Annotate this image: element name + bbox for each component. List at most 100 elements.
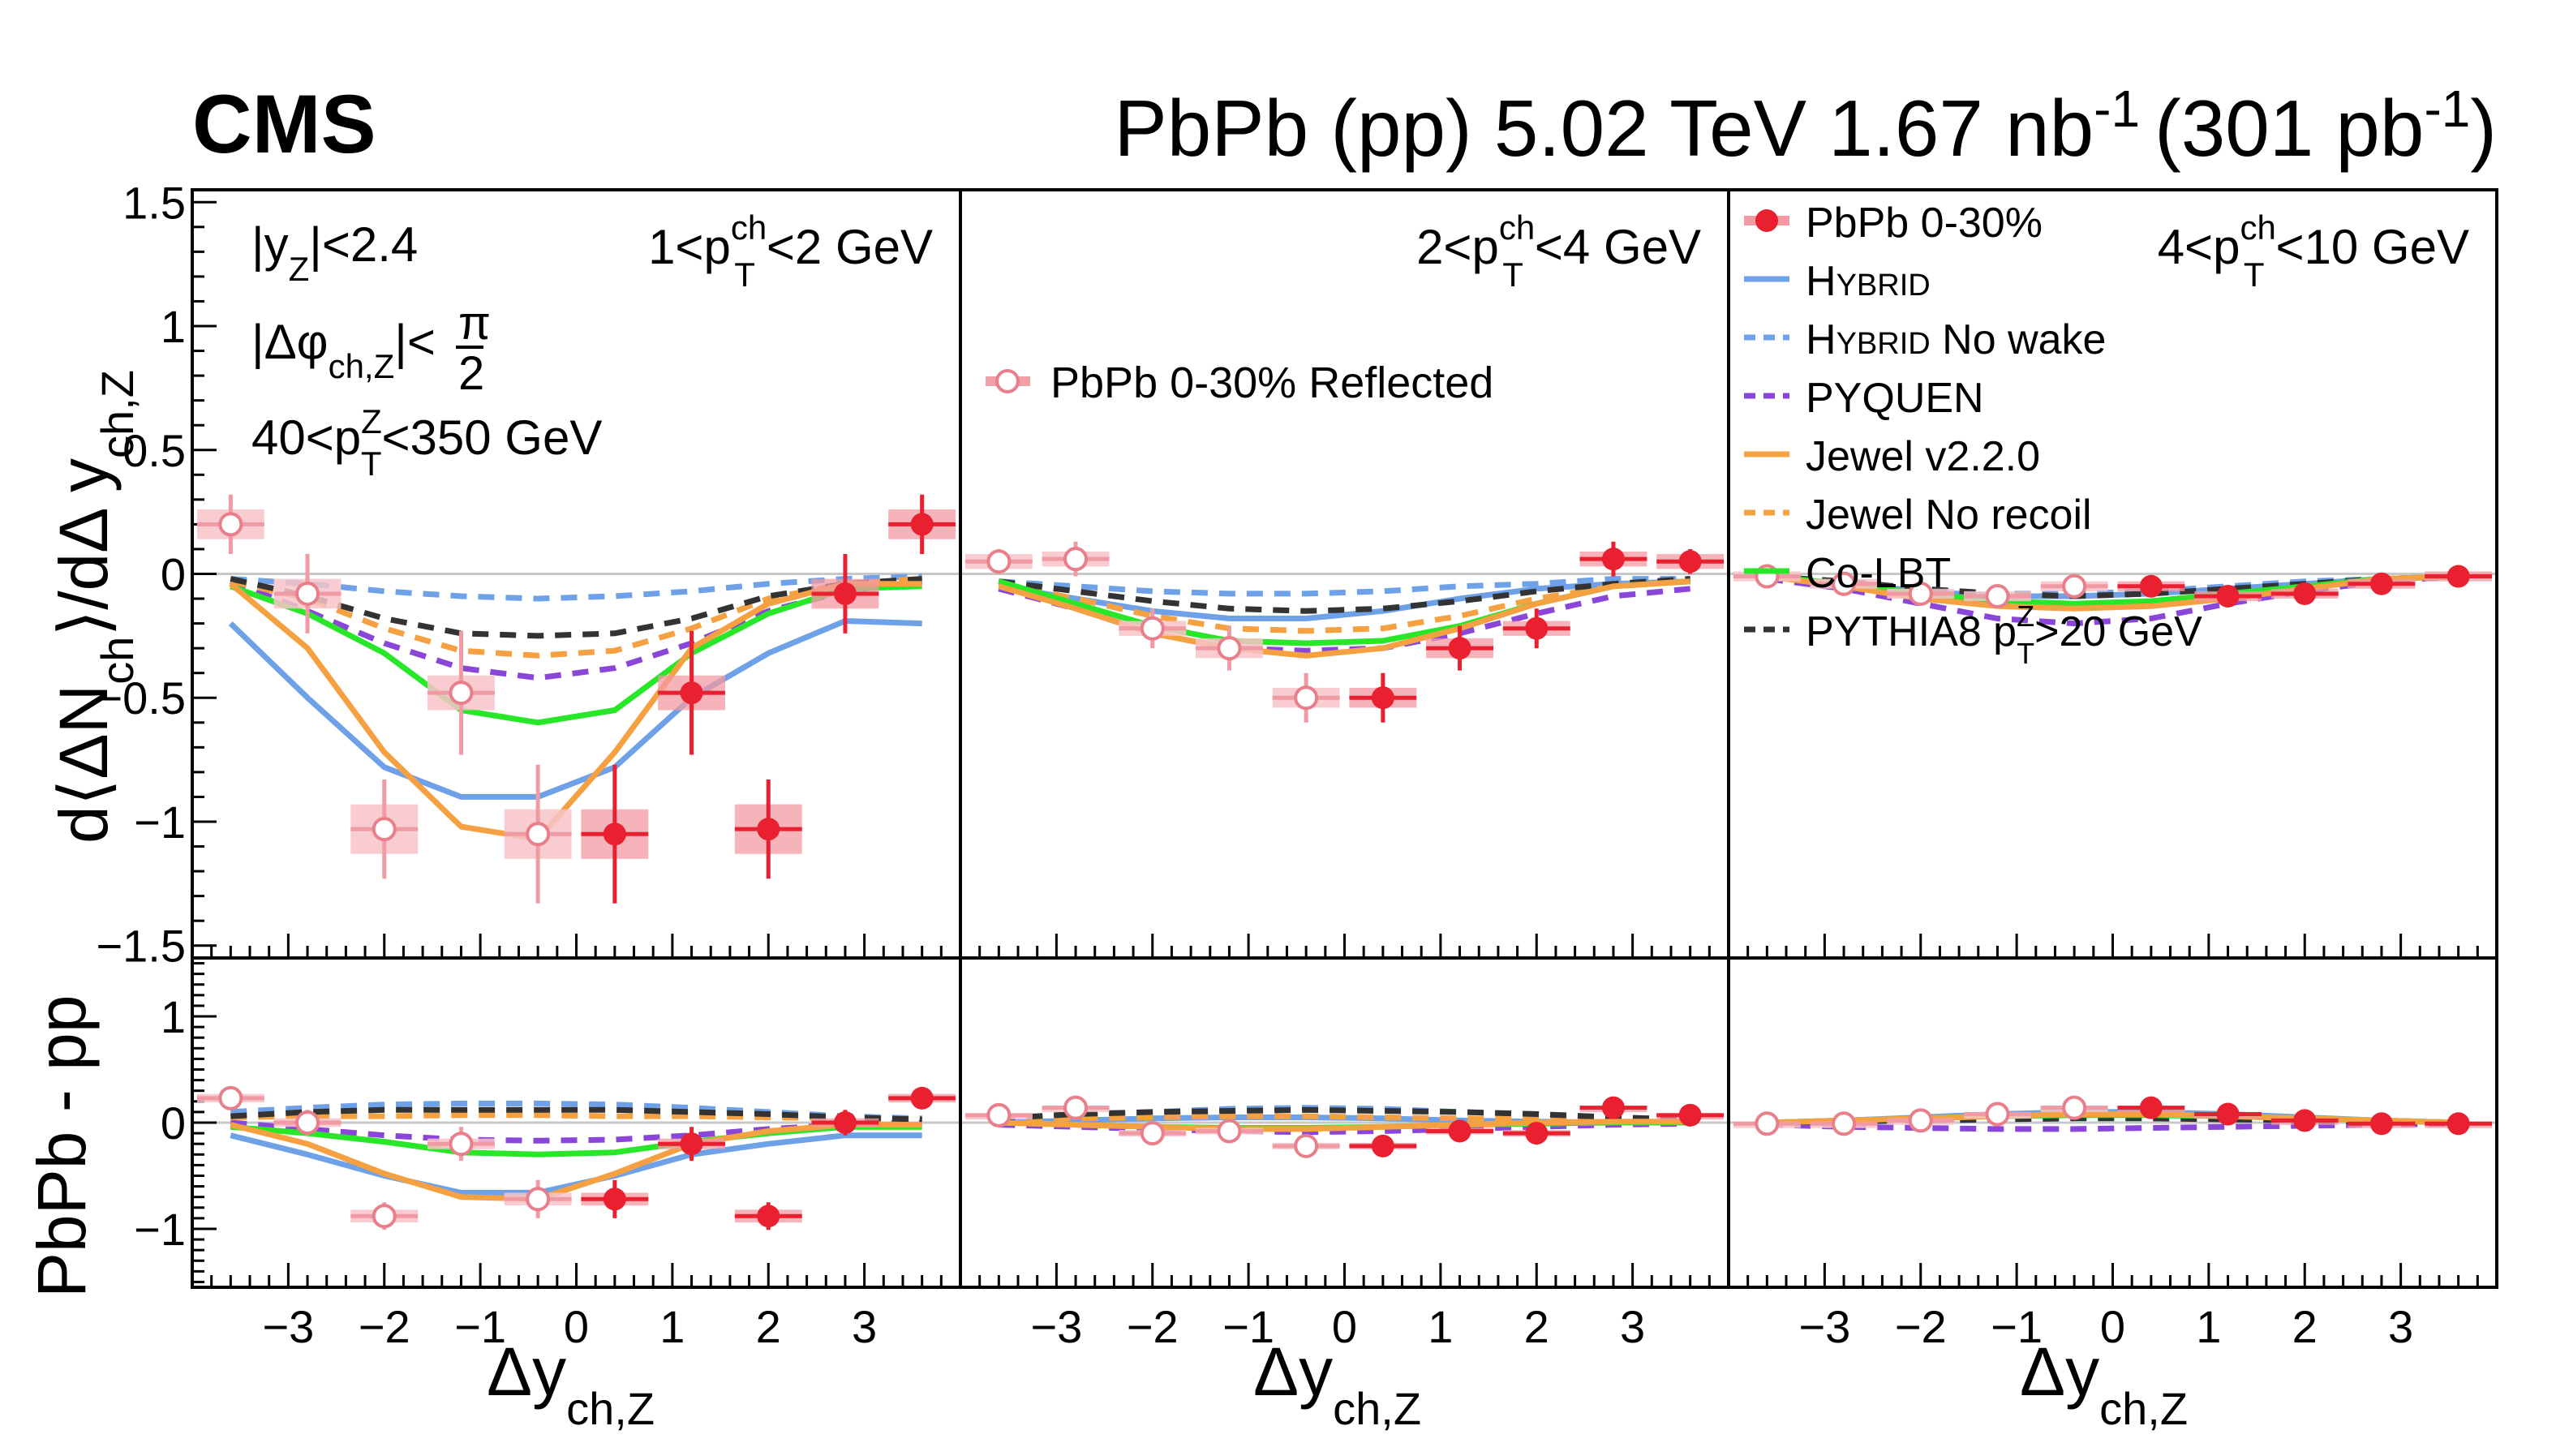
x-tick-label: −1 bbox=[1991, 1301, 2043, 1352]
data-point bbox=[1525, 616, 1549, 640]
model-pyquen bbox=[230, 578, 923, 681]
model-jewel_norecoil bbox=[230, 576, 922, 659]
reflected-point bbox=[1832, 571, 1857, 596]
model-jewel_norecoil bbox=[999, 1113, 1690, 1125]
data-point bbox=[603, 822, 626, 846]
data-point bbox=[910, 1086, 934, 1110]
lumi-header: PbPb (pp) 5.02 TeV 1.67 nb-1 (301 pb-1) bbox=[1114, 79, 2497, 173]
data-point bbox=[1371, 1134, 1394, 1157]
y-tick-label: −1 bbox=[134, 1204, 186, 1255]
y-tick-label: −1.5 bbox=[96, 921, 186, 972]
y-axis-title-bottom: PbPb - pp bbox=[24, 994, 100, 1298]
legend-label: PbPb 0-30% bbox=[1806, 200, 2043, 247]
x-tick-label: 0 bbox=[564, 1301, 589, 1352]
reflected-point bbox=[218, 1085, 243, 1110]
x-tick-label: −2 bbox=[1127, 1301, 1179, 1352]
x-tick-label: 3 bbox=[852, 1301, 877, 1352]
reflected-point bbox=[1294, 1133, 1319, 1158]
model-hybrid_nowake bbox=[999, 576, 1690, 597]
cut-dphi: |Δφch,Z|< bbox=[251, 315, 436, 385]
data-point bbox=[2139, 574, 2163, 598]
x-tick-label: 0 bbox=[2100, 1301, 2125, 1352]
data-point bbox=[680, 1132, 703, 1156]
reflected-point bbox=[1985, 583, 2010, 608]
y-tick-label: 0 bbox=[161, 549, 186, 600]
reflected-point bbox=[2062, 573, 2087, 599]
reflected-point bbox=[1217, 636, 1242, 661]
outer-frame bbox=[191, 188, 2498, 1289]
data-point bbox=[2369, 1112, 2393, 1136]
legend-entry: PYTHIA8 pZ T>20 GeV bbox=[1744, 599, 2202, 670]
model-jewel bbox=[229, 581, 922, 843]
x-tick-label: 2 bbox=[1524, 1301, 1549, 1352]
reflected-point bbox=[1908, 1108, 1933, 1133]
x-axis-title-1: Δych,Z bbox=[487, 1334, 655, 1434]
legend: PbPb 0-30% HYBRID HYBRID No wake PYQUEN Jewe… bbox=[1744, 200, 2202, 670]
model-jewel bbox=[999, 1119, 1690, 1132]
data-point bbox=[1371, 686, 1394, 710]
x-tick-label: 0 bbox=[1332, 1301, 1357, 1352]
x-tick-label: 1 bbox=[659, 1301, 685, 1352]
cut-yz: |yZ|<2.4 bbox=[251, 217, 418, 288]
data-point bbox=[2293, 582, 2317, 605]
reflected-point bbox=[1294, 685, 1319, 711]
x-tick-label: −3 bbox=[1798, 1301, 1850, 1352]
x-tick-label: −1 bbox=[454, 1301, 506, 1352]
x-tick-label: 2 bbox=[756, 1301, 781, 1352]
y-tick-label: 0.5 bbox=[122, 425, 186, 476]
reflected-point bbox=[1217, 1119, 1242, 1144]
x-tick-label: −3 bbox=[262, 1301, 314, 1352]
model-pythia bbox=[230, 576, 922, 639]
model-pythia bbox=[1767, 573, 2459, 599]
reflected-legend: PbPb 0-30% Reflected bbox=[986, 359, 1493, 407]
legend-label: HYBRID bbox=[1806, 258, 1931, 305]
legend-entry: Co-LBT bbox=[1744, 550, 1951, 597]
model-pythia bbox=[230, 1106, 922, 1123]
cut-pi: π bbox=[458, 297, 491, 350]
y-tick-label: −0.5 bbox=[96, 672, 186, 724]
model-jewel bbox=[998, 578, 1690, 659]
data-point bbox=[1601, 1096, 1625, 1119]
x-tick-label: −3 bbox=[1030, 1301, 1082, 1352]
legend-entry: HYBRID bbox=[1744, 258, 1931, 305]
model-hybrid bbox=[228, 617, 922, 800]
reflected-point bbox=[2062, 1095, 2087, 1120]
legend-entry: HYBRID No wake bbox=[1744, 316, 2106, 363]
model-jewel_norecoil bbox=[230, 1112, 922, 1123]
y-tick-label: −1 bbox=[134, 797, 186, 848]
reflected-point bbox=[1755, 1111, 1780, 1136]
reflected-point bbox=[1063, 547, 1089, 572]
data-point bbox=[2446, 565, 2470, 588]
y-tick-label: 1 bbox=[161, 301, 186, 352]
reflected-point bbox=[1140, 616, 1165, 641]
data-point bbox=[1678, 550, 1702, 573]
panel-frames bbox=[191, 188, 2498, 1289]
reflected-point bbox=[372, 817, 397, 842]
x-axis-title-3: Δych,Z bbox=[2020, 1334, 2188, 1434]
reflected-point bbox=[526, 1187, 551, 1212]
x-tick-label: −1 bbox=[1222, 1301, 1274, 1352]
reflected-point bbox=[986, 1102, 1012, 1127]
legend-entry: Jewel v2.2.0 bbox=[1744, 433, 2040, 480]
reflected-point bbox=[449, 1132, 474, 1157]
data-point bbox=[833, 582, 857, 605]
model-hybrid_nowake bbox=[230, 1100, 922, 1122]
pad-2-top bbox=[960, 541, 1729, 958]
legend-marker bbox=[1755, 209, 1778, 232]
model-pythia bbox=[999, 1106, 1690, 1123]
cut-two: 2 bbox=[458, 347, 484, 400]
pad-3-bottom: −3 −2 −1 0 1 2 3 bbox=[1729, 1095, 2497, 1352]
legend-label: HYBRID No wake bbox=[1806, 316, 2106, 363]
model-pyquen bbox=[230, 1119, 922, 1144]
data-point bbox=[1678, 1103, 1702, 1127]
x-tick-label: 2 bbox=[2292, 1301, 2318, 1352]
legend-entry: PYQUEN bbox=[1744, 375, 1984, 422]
reflected-point bbox=[1832, 1111, 1857, 1136]
reflected-legend-marker bbox=[995, 369, 1020, 393]
data-point bbox=[2216, 584, 2240, 608]
y-tick-label: 0 bbox=[161, 1097, 186, 1149]
model-jewel bbox=[230, 1122, 922, 1202]
y-axis-title-top: d⟨ΔNch⟩/dΔ ych,Z bbox=[45, 370, 143, 844]
reflected-legend-label: PbPb 0-30% Reflected bbox=[1050, 359, 1493, 407]
